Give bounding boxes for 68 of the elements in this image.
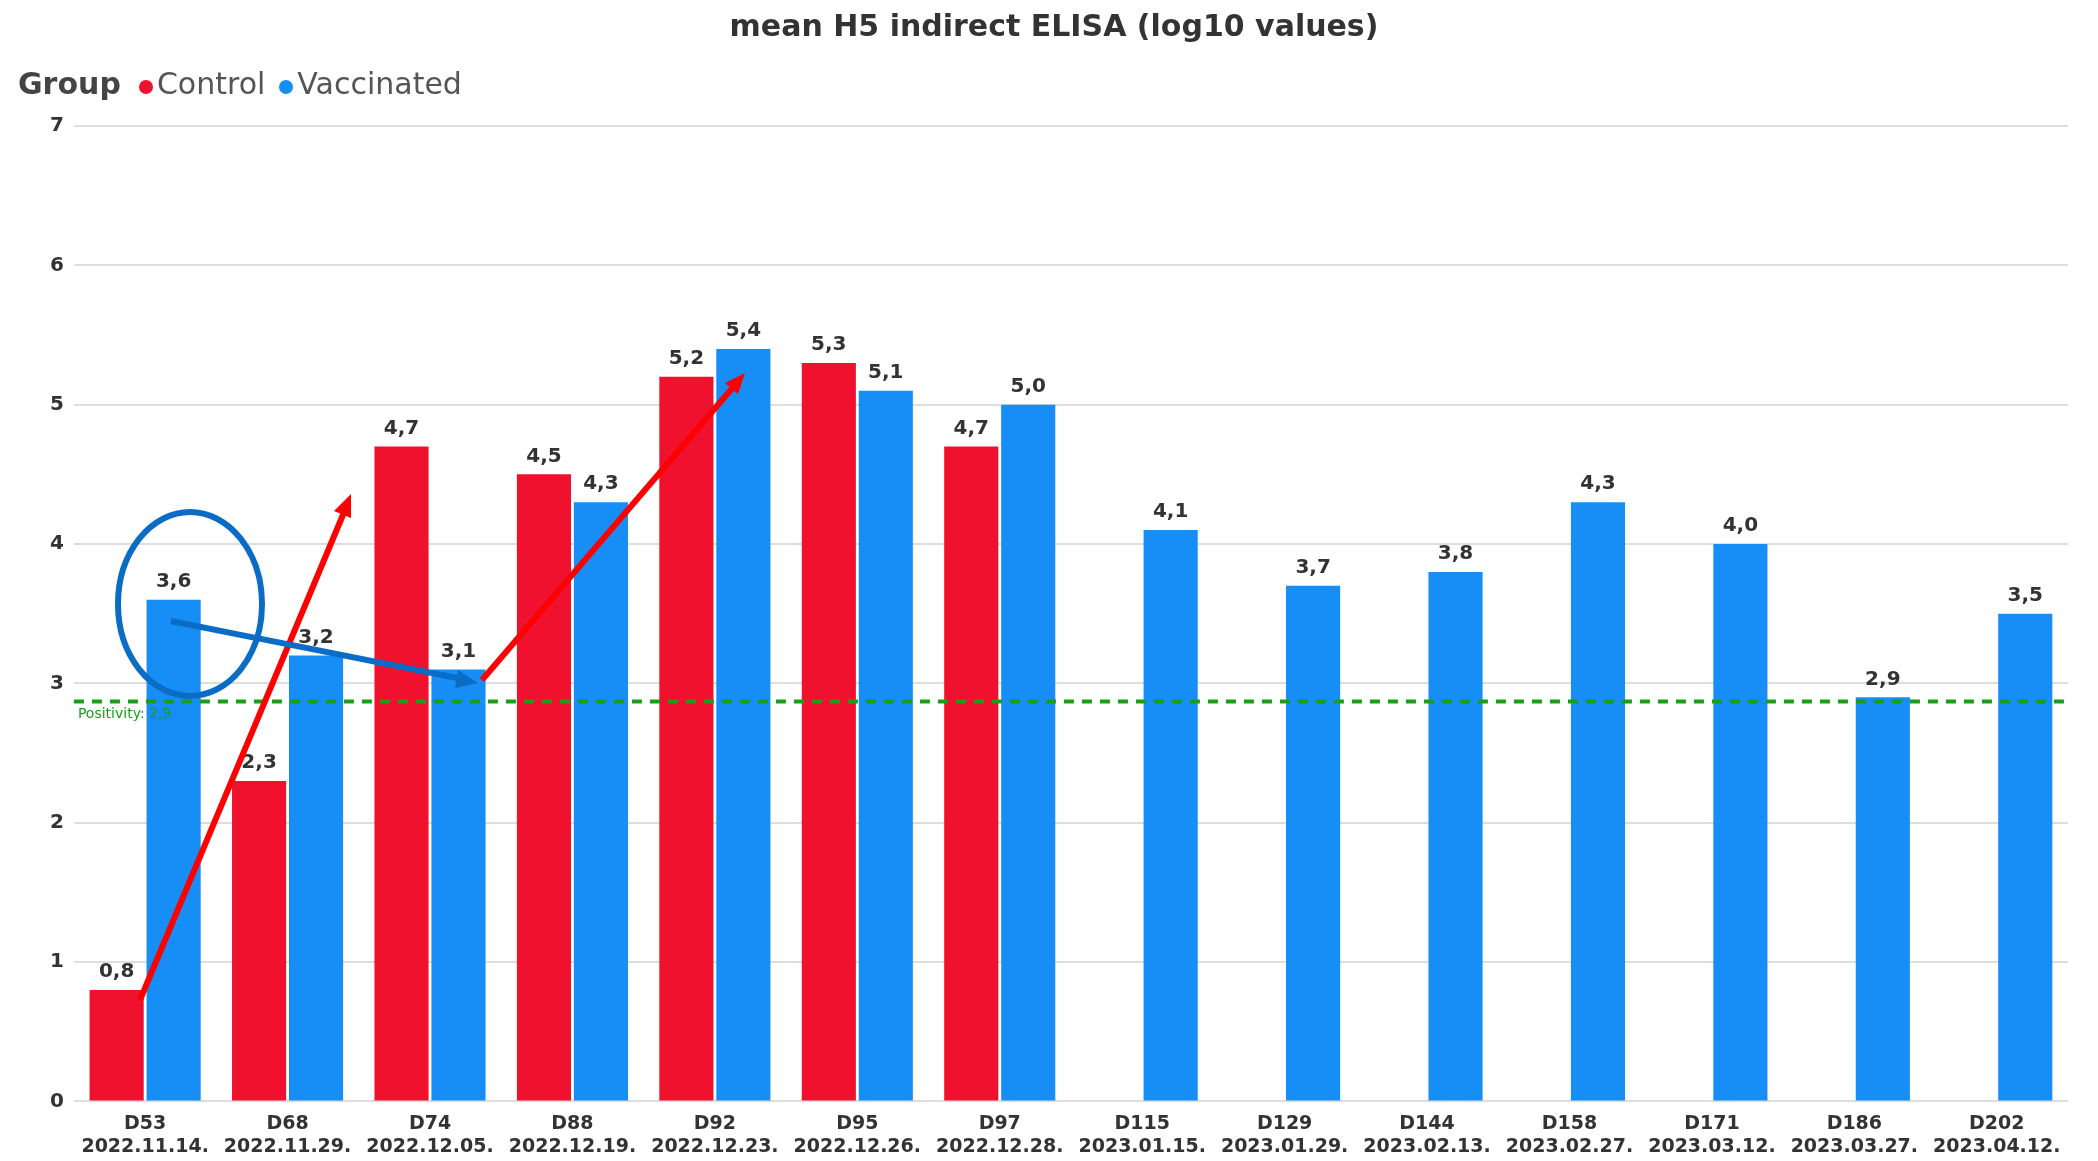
bar: [516, 474, 572, 1101]
bar: [1570, 502, 1626, 1101]
data-label: 4,3: [583, 470, 619, 495]
data-label: 4,0: [1722, 512, 1759, 537]
data-label: 5,4: [725, 317, 762, 342]
y-tick-label: 1: [49, 948, 64, 973]
x-tick-label: D158 2023.02.27.: [1505, 1110, 1634, 1156]
data-label: 4,1: [1152, 498, 1189, 523]
y-tick-label: 6: [49, 251, 64, 276]
bar: [232, 780, 287, 1101]
x-tick-label: D92 2022.12.23.: [651, 1110, 779, 1156]
bar: [944, 446, 999, 1101]
y-tick-label: 7: [49, 112, 64, 137]
legend-label: Vaccinated: [296, 66, 462, 101]
data-label: 3,1: [440, 637, 477, 662]
data-label: 5,0: [1010, 372, 1046, 397]
bar: [716, 348, 771, 1101]
chart-title: mean H5 indirect ELISA (log10 values): [729, 7, 1379, 43]
x-tick-label: D97 2022.12.28.: [936, 1110, 1064, 1156]
x-tick-label: D68 2022.11.29.: [223, 1110, 352, 1156]
bar: [573, 502, 628, 1101]
bar: [1286, 585, 1341, 1101]
legend-title: Group: [18, 66, 121, 101]
data-label: 4,7: [953, 414, 989, 439]
y-tick-label: 0: [49, 1087, 64, 1112]
x-tick-label: D129 2023.01.29.: [1220, 1110, 1349, 1156]
data-label: 3,6: [155, 567, 192, 592]
bar: [1428, 571, 1483, 1101]
x-tick-label: D144 2023.02.13.: [1363, 1110, 1491, 1156]
data-label: 2,3: [241, 749, 277, 774]
x-tick-label: D88 2022.12.19.: [508, 1110, 637, 1156]
x-tick-label: D53 2022.11.14.: [81, 1110, 209, 1156]
y-tick-label: 2: [49, 808, 64, 833]
data-label: 0,8: [98, 958, 135, 983]
data-label: 5,3: [811, 331, 847, 356]
data-label: 5,1: [868, 358, 904, 383]
data-label: 3,2: [298, 623, 334, 648]
bar: [89, 989, 144, 1101]
y-tick-label: 5: [49, 390, 64, 415]
bar: [1001, 404, 1056, 1101]
data-label: 3,5: [2007, 581, 2043, 606]
x-tick-label: D202 2023.04.12.: [1933, 1110, 2061, 1156]
bar: [858, 390, 913, 1101]
bar: [431, 669, 486, 1101]
bar: [801, 362, 856, 1101]
bar: [1143, 530, 1198, 1101]
data-label: 4,5: [526, 442, 562, 467]
bar: [288, 655, 344, 1101]
bar: [1713, 544, 1768, 1101]
bar: [659, 376, 714, 1101]
data-label: 3,7: [1295, 554, 1331, 579]
data-label: 3,8: [1437, 540, 1474, 565]
bar: [1998, 613, 2053, 1101]
data-label: 2,9: [1865, 665, 1901, 690]
y-tick-label: 3: [49, 669, 64, 694]
legend-label: Control: [155, 66, 266, 101]
bar: [1855, 697, 1910, 1101]
y-tick-label: 4: [49, 530, 64, 555]
x-tick-label: D74 2022.12.05.: [366, 1110, 494, 1156]
x-tick-label: D115 2023.01.15.: [1078, 1110, 1206, 1156]
data-label: 4,3: [1580, 470, 1616, 495]
data-label: 5,2: [668, 345, 705, 370]
bar: [374, 446, 429, 1101]
data-label: 4,7: [383, 414, 420, 439]
x-tick-label: D186 2023.03.27.: [1790, 1110, 1919, 1156]
x-tick-label: D95 2022.12.26.: [793, 1110, 922, 1156]
ref-line-label: Positivity: 2,9: [77, 705, 172, 722]
x-tick-label: D171 2023.03.12.: [1648, 1110, 1776, 1156]
